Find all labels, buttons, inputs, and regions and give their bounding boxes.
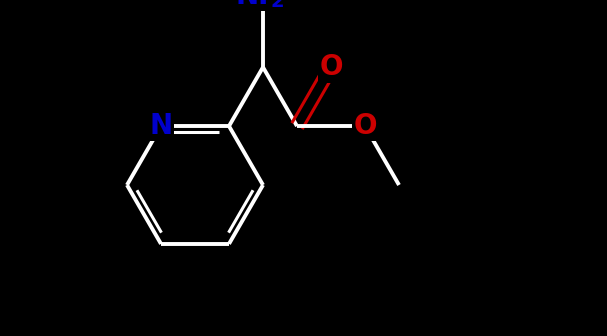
- Text: 2: 2: [270, 0, 284, 11]
- Text: O: O: [319, 53, 343, 81]
- Text: N: N: [149, 112, 172, 140]
- Text: O: O: [353, 112, 377, 140]
- Text: NH: NH: [236, 0, 282, 10]
